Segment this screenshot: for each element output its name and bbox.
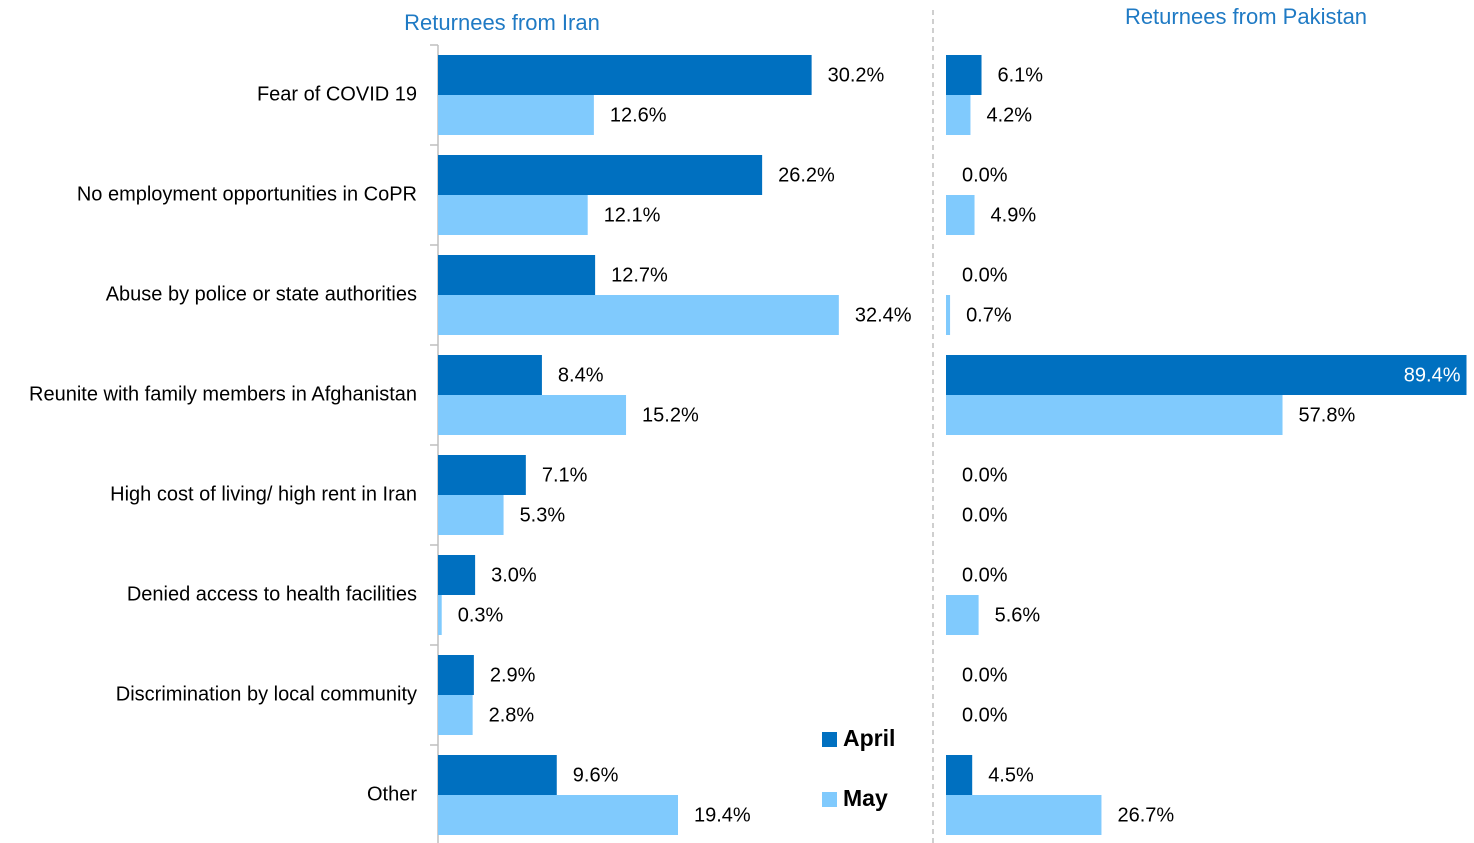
panel-title: Returnees from Pakistan bbox=[1125, 4, 1367, 29]
value-label: 2.8% bbox=[489, 704, 535, 726]
bar bbox=[946, 295, 951, 335]
value-label: 12.7% bbox=[611, 264, 668, 286]
bar bbox=[438, 295, 839, 335]
value-label: 0.0% bbox=[962, 264, 1008, 286]
value-label: 3.0% bbox=[491, 564, 537, 586]
legend-label: April bbox=[843, 725, 895, 751]
legend-label: May bbox=[843, 785, 888, 811]
bar bbox=[946, 755, 973, 795]
bar bbox=[438, 455, 526, 495]
category-label: Denied access to health facilities bbox=[126, 583, 417, 606]
value-label: 0.0% bbox=[962, 704, 1008, 726]
category-label: High cost of living/ high rent in Iran bbox=[110, 483, 417, 506]
category-label: Fear of COVID 19 bbox=[256, 83, 417, 106]
value-label: 30.2% bbox=[828, 64, 885, 86]
legend-swatch bbox=[822, 732, 837, 747]
bar bbox=[438, 355, 542, 395]
bar bbox=[946, 195, 975, 235]
bar bbox=[438, 555, 476, 595]
bar bbox=[438, 195, 588, 235]
value-label: 0.0% bbox=[962, 464, 1008, 486]
value-label: 12.6% bbox=[610, 104, 667, 126]
bar bbox=[438, 695, 473, 735]
category-label: Discrimination by local community bbox=[115, 683, 417, 706]
value-label: 7.1% bbox=[542, 464, 588, 486]
value-label: 0.0% bbox=[962, 664, 1008, 686]
value-label: 0.7% bbox=[966, 304, 1012, 326]
value-label: 57.8% bbox=[1299, 404, 1356, 426]
value-label: 12.1% bbox=[604, 204, 661, 226]
legend-swatch bbox=[822, 792, 837, 807]
bar bbox=[438, 755, 557, 795]
bar bbox=[438, 395, 627, 435]
bar bbox=[946, 395, 1283, 435]
bar bbox=[946, 595, 979, 635]
category-label: No employment opportunities in CoPR bbox=[76, 183, 417, 206]
bar bbox=[438, 495, 504, 535]
value-label: 4.2% bbox=[986, 104, 1032, 126]
value-label: 8.4% bbox=[558, 364, 604, 386]
value-label: 6.1% bbox=[998, 64, 1044, 86]
bar bbox=[438, 155, 763, 195]
value-label: 4.5% bbox=[988, 764, 1034, 786]
bar bbox=[438, 595, 442, 635]
value-label: 15.2% bbox=[642, 404, 699, 426]
bar bbox=[438, 95, 594, 135]
value-label: 2.9% bbox=[490, 664, 536, 686]
value-label: 89.4% bbox=[1404, 364, 1461, 386]
bar bbox=[946, 795, 1102, 835]
value-label: 5.3% bbox=[520, 504, 566, 526]
value-label: 5.6% bbox=[995, 604, 1041, 626]
value-label: 0.3% bbox=[458, 604, 504, 626]
value-label: 19.4% bbox=[694, 804, 751, 826]
panel-title: Returnees from Iran bbox=[404, 10, 600, 35]
category-label: Other bbox=[366, 783, 417, 806]
bar bbox=[946, 55, 982, 95]
bar bbox=[438, 795, 679, 835]
value-label: 9.6% bbox=[573, 764, 619, 786]
category-label: Reunite with family members in Afghanist… bbox=[29, 383, 417, 406]
bar bbox=[438, 655, 474, 695]
value-label: 26.7% bbox=[1117, 804, 1174, 826]
value-label: 32.4% bbox=[855, 304, 912, 326]
bar bbox=[946, 355, 1467, 395]
category-label: Abuse by police or state authorities bbox=[105, 283, 417, 306]
value-label: 26.2% bbox=[778, 164, 835, 186]
value-label: 4.9% bbox=[991, 204, 1037, 226]
bar bbox=[946, 95, 971, 135]
value-label: 0.0% bbox=[962, 564, 1008, 586]
value-label: 0.0% bbox=[962, 504, 1008, 526]
bar bbox=[438, 255, 596, 295]
bar bbox=[438, 55, 812, 95]
value-label: 0.0% bbox=[962, 164, 1008, 186]
